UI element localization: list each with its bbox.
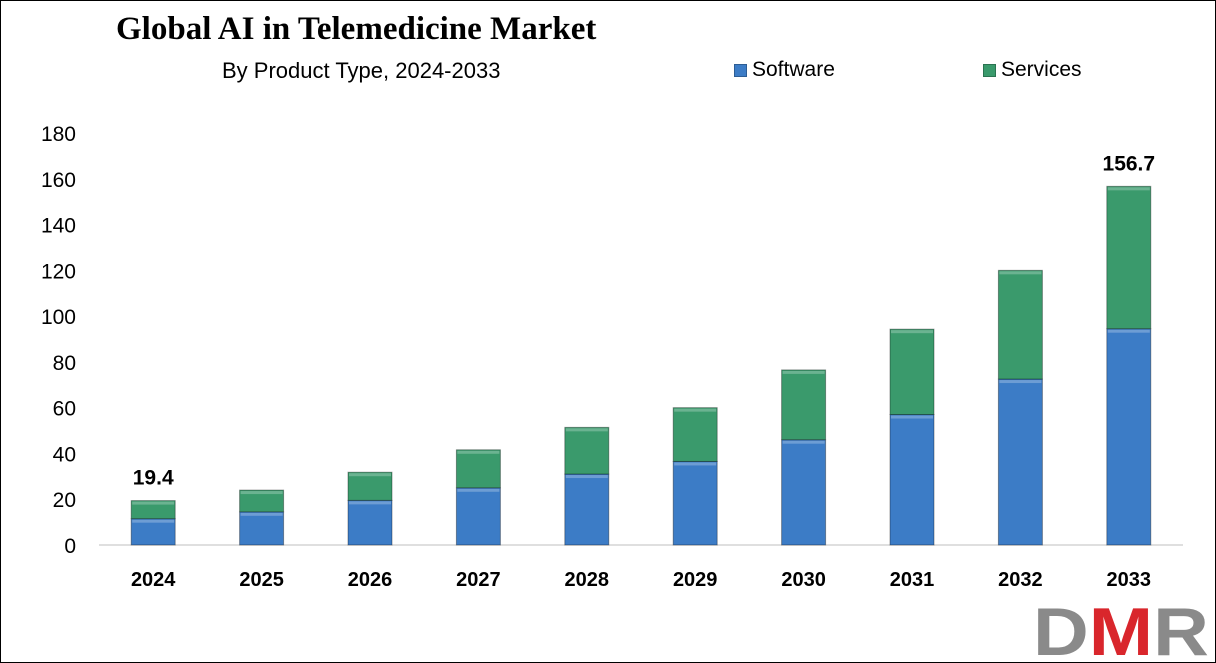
bar-software-2028 [564,473,610,546]
y-tick-label: 180 [41,123,76,146]
dmr-logo-text: DM R [1033,597,1209,661]
y-tick-label: 100 [41,306,76,329]
bar-software-2029 [672,460,718,546]
legend-label-software: Software [752,58,835,81]
chart-title: Global AI in Telemedicine Market [116,11,597,47]
chart-subtitle: By Product Type, 2024-2033 [222,58,501,83]
bar-services-2026 [347,471,393,501]
legend-item-services: Services [983,58,1082,82]
x-tick-label-2028: 2028 [565,569,610,591]
bar-services-2032 [997,269,1043,380]
bar-services-2027 [455,449,501,489]
y-tick-label: 60 [53,398,76,421]
legend-swatch-software [734,63,747,77]
bar-highlight-software-2026 [349,501,391,505]
bar-software-2031 [889,414,935,546]
logo-letter-r: R [1153,597,1209,661]
legend-item-software: Software [734,58,835,82]
bar-services-2033 [1106,185,1152,330]
y-tick-label: 20 [53,489,76,512]
bar-highlight-services-2024 [132,501,175,505]
bar-highlight-services-2026 [349,473,391,477]
bar-highlight-software-2028 [565,475,608,479]
x-tick-label-2029: 2029 [673,569,718,591]
bar-highlight-services-2032 [999,271,1042,275]
x-tick-label-2030: 2030 [781,569,826,591]
bar-highlight-software-2024 [132,519,175,523]
legend-label-services: Services [1001,58,1082,81]
x-tick-label-2026: 2026 [348,569,393,591]
bar-services-2031 [889,328,935,416]
bar-software-2032 [997,378,1043,546]
legend-swatch-services [983,63,996,77]
bar-highlight-software-2030 [782,440,825,444]
y-tick-label: 80 [53,352,76,375]
bar-highlight-software-2031 [891,415,933,419]
bar-highlight-software-2032 [999,380,1042,384]
y-tick-label: 140 [41,215,76,238]
data-label-2024: 19.4 [133,467,174,490]
bar-highlight-software-2027 [457,488,500,492]
bar-highlight-services-2030 [782,370,825,374]
bar-software-2033 [1106,328,1152,546]
bar-highlight-services-2025 [240,491,283,495]
x-tick-label-2025: 2025 [239,569,284,591]
x-tick-label-2024: 2024 [131,569,176,591]
bar-services-2028 [564,426,610,475]
y-tick-label: 160 [41,169,76,192]
bar-services-2024 [130,500,176,520]
x-tick-label-2032: 2032 [998,569,1043,591]
bar-highlight-software-2033 [1107,329,1150,333]
data-label-2033: 156.7 [1103,152,1156,175]
y-tick-label: 120 [41,260,76,283]
bar-services-2029 [672,407,718,462]
y-tick-label: 40 [53,443,76,466]
bar-highlight-software-2025 [240,512,283,516]
x-tick-label-2027: 2027 [456,569,501,591]
bar-software-2026 [347,499,393,546]
bar-highlight-software-2029 [674,462,717,466]
bar-software-2025 [239,511,285,546]
bar-highlight-services-2028 [565,428,608,432]
bar-software-2027 [455,487,501,546]
bar-services-2030 [781,369,827,441]
bar-software-2030 [781,439,827,546]
dmr-logo: DM R [1033,597,1209,661]
x-tick-label-2031: 2031 [890,569,935,591]
logo-letter-m: M [1089,597,1153,661]
logo-letter-d: D [1033,597,1089,661]
bar-highlight-services-2027 [457,450,500,454]
y-tick-label: 0 [64,535,76,558]
bar-highlight-services-2029 [674,408,717,412]
bar-highlight-services-2033 [1107,187,1150,191]
bar-services-2025 [239,489,285,513]
x-tick-label-2033: 2033 [1107,569,1152,591]
bar-highlight-services-2031 [891,330,933,334]
